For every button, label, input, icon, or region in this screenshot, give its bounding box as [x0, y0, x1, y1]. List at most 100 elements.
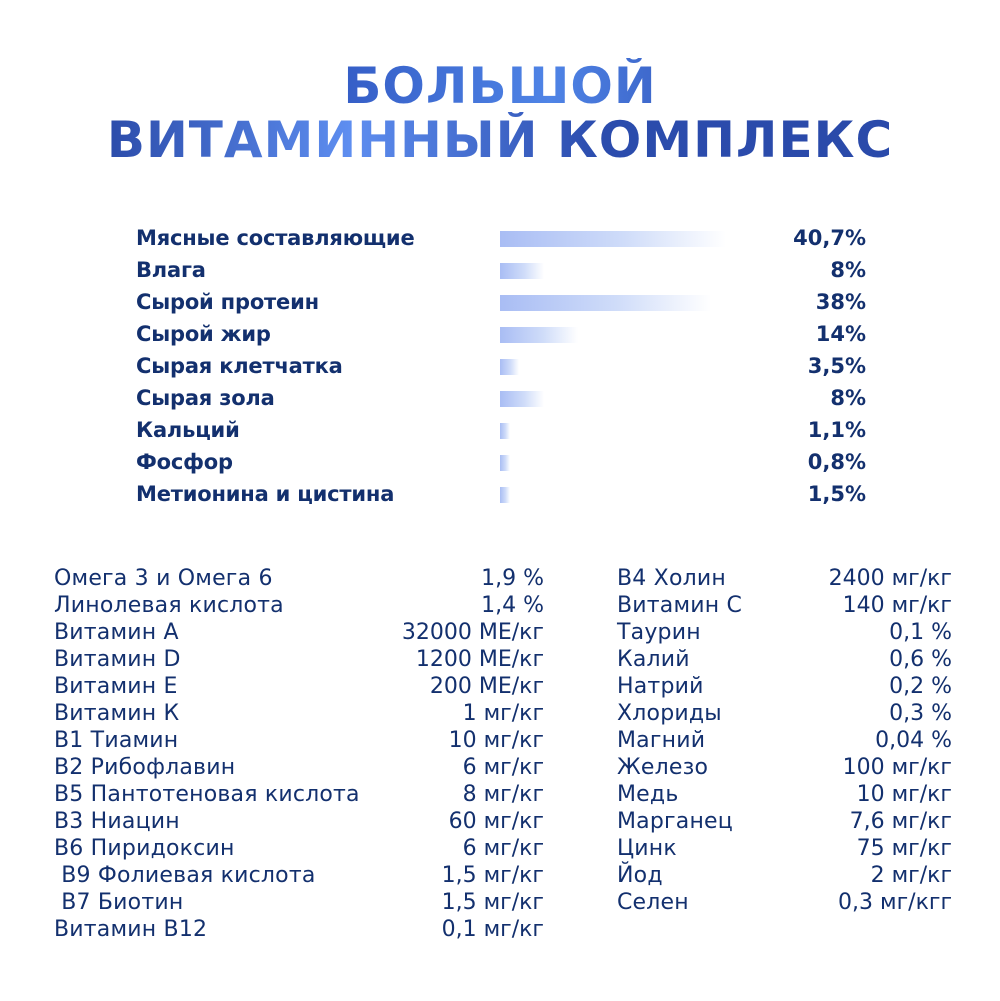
nutrient-row: Таурин 0,1 %	[617, 620, 952, 647]
nutrient-row: В7 Биотин 1,5 мг/кг	[54, 890, 544, 917]
nutrients-left-list: Омега 3 и Омега 6 1,9 % Линолевая кислота 1…	[54, 566, 544, 944]
nutrient-name: В1 Тиамин	[54, 728, 179, 753]
composition-bar	[500, 487, 510, 503]
composition-value: 14%	[815, 322, 866, 346]
nutrient-name: В7 Биотин	[54, 890, 184, 915]
nutrient-value: 100 мг/кг	[842, 755, 952, 780]
composition-bar	[500, 359, 520, 375]
nutrient-value: 1 мг/кг	[462, 701, 544, 726]
nutrient-row: В1 Тиамин 10 мг/кг	[54, 728, 544, 755]
nutrient-row: Витамин В12 0,1 мг/кг	[54, 917, 544, 944]
composition-bar	[500, 455, 510, 471]
nutrient-name: Таурин	[617, 620, 701, 645]
nutrient-row: В3 Ниацин 60 мг/кг	[54, 809, 544, 836]
nutrient-row: Железо 100 мг/кг	[617, 755, 952, 782]
nutrient-row: Йод 2 мг/кг	[617, 863, 952, 890]
composition-row: Сырая клетчатка 3,5%	[136, 350, 866, 382]
nutrient-value: 6 мг/кг	[462, 755, 544, 780]
nutrient-name: Марганец	[617, 809, 733, 834]
composition-name: Влага	[136, 258, 206, 282]
nutrient-row: Медь 10 мг/кг	[617, 782, 952, 809]
nutrient-name: Цинк	[617, 836, 677, 861]
nutrient-row: Хлориды 0,3 %	[617, 701, 952, 728]
nutrient-value: 1,5 мг/кг	[441, 890, 544, 915]
composition-bar	[500, 295, 711, 311]
nutrient-row: Натрий 0,2 %	[617, 674, 952, 701]
nutrient-value: 75 мг/кг	[856, 836, 952, 861]
nutrient-value: 1,5 мг/кг	[441, 863, 544, 888]
composition-value: 1,5%	[807, 482, 866, 506]
nutrient-value: 60 мг/кг	[448, 809, 544, 834]
composition-value: 8%	[830, 386, 866, 410]
nutrient-name: Витамин А	[54, 620, 179, 645]
nutrient-value: 2 мг/кг	[870, 863, 952, 888]
composition-name: Метионина и цистина	[136, 482, 395, 506]
composition-row: Фосфор 0,8%	[136, 446, 866, 478]
nutrient-name: Витамин Е	[54, 674, 178, 699]
nutrient-name: Витамин D	[54, 647, 181, 672]
composition-bar	[500, 231, 726, 247]
nutrient-value: 6 мг/кг	[462, 836, 544, 861]
nutrient-value: 200 МЕ/кг	[429, 674, 544, 699]
nutrient-name: Медь	[617, 782, 679, 807]
composition-name: Мясные составляющие	[136, 226, 415, 250]
composition-bar	[500, 263, 545, 279]
nutrient-name: Витамин К	[54, 701, 180, 726]
nutrient-value: 0,1 мг/кг	[441, 917, 544, 942]
nutrient-row: Марганец 7,6 мг/кг	[617, 809, 952, 836]
nutrient-value: 0,3 %	[889, 701, 952, 726]
nutrient-value: 1,4 %	[481, 593, 544, 618]
nutrient-row: Магний 0,04 %	[617, 728, 952, 755]
nutrient-name: Хлориды	[617, 701, 722, 726]
composition-row: Кальций 1,1%	[136, 414, 866, 446]
nutrient-name: Омега 3 и Омега 6	[54, 566, 273, 591]
nutrient-name: Магний	[617, 728, 706, 753]
composition-row: Мясные составляющие 40,7%	[136, 222, 866, 254]
nutrient-name: В6 Пиридоксин	[54, 836, 235, 861]
nutrient-name: В9 Фолиевая кислота	[54, 863, 316, 888]
composition-name: Фосфор	[136, 450, 233, 474]
nutrient-value: 0,04 %	[875, 728, 952, 753]
nutrient-name: В5 Пантотеновая кислота	[54, 782, 360, 807]
nutrient-value: 0,2 %	[889, 674, 952, 699]
nutrient-name: Витамин С	[617, 593, 743, 618]
nutrient-value: 10 мг/кг	[856, 782, 952, 807]
nutrient-row: В2 Рибофлавин 6 мг/кг	[54, 755, 544, 782]
composition-name: Сырая клетчатка	[136, 354, 343, 378]
nutrient-name: В4 Холин	[617, 566, 726, 591]
nutrient-name: В2 Рибофлавин	[54, 755, 236, 780]
composition-table: Мясные составляющие 40,7% Влага 8% Сырой про…	[136, 222, 866, 510]
nutrient-name: Калий	[617, 647, 690, 672]
nutrient-row: Калий 0,6 %	[617, 647, 952, 674]
composition-name: Сырая зола	[136, 386, 275, 410]
nutrient-value: 1,9 %	[481, 566, 544, 591]
nutrient-name: Селен	[617, 890, 689, 915]
composition-row: Влага 8%	[136, 254, 866, 286]
nutrient-value: 140 мг/кг	[842, 593, 952, 618]
nutrient-value: 0,1 %	[889, 620, 952, 645]
nutrient-row: Линолевая кислота 1,4 %	[54, 593, 544, 620]
nutrient-row: Витамин D 1200 МЕ/кг	[54, 647, 544, 674]
nutrient-value: 2400 мг/кг	[828, 566, 952, 591]
nutrient-row: Витамин С 140 мг/кг	[617, 593, 952, 620]
title-line-2: ВИТАМИННЫЙ КОМПЛЕКС	[0, 112, 1000, 168]
nutrients-right-list: В4 Холин 2400 мг/кг Витамин С 140 мг/кг Таур…	[617, 566, 952, 917]
nutrient-value: 8 мг/кг	[462, 782, 544, 807]
nutrient-row: Витамин К 1 мг/кг	[54, 701, 544, 728]
nutrient-row: Цинк 75 мг/кг	[617, 836, 952, 863]
composition-value: 0,8%	[807, 450, 866, 474]
composition-bar	[500, 327, 578, 343]
composition-name: Кальций	[136, 418, 240, 442]
composition-name: Сырой жир	[136, 322, 271, 346]
nutrient-row: Витамин А 32000 МЕ/кг	[54, 620, 544, 647]
nutrient-name: Йод	[617, 863, 663, 888]
composition-row: Сырой жир 14%	[136, 318, 866, 350]
composition-row: Сырая зола 8%	[136, 382, 866, 414]
nutrient-row: В6 Пиридоксин 6 мг/кг	[54, 836, 544, 863]
composition-value: 1,1%	[807, 418, 866, 442]
composition-row: Метионина и цистина 1,5%	[136, 478, 866, 510]
composition-value: 3,5%	[807, 354, 866, 378]
nutrient-row: В5 Пантотеновая кислота 8 мг/кг	[54, 782, 544, 809]
nutrient-value: 0,6 %	[889, 647, 952, 672]
title-line-1: БОЛЬШОЙ	[0, 58, 1000, 114]
